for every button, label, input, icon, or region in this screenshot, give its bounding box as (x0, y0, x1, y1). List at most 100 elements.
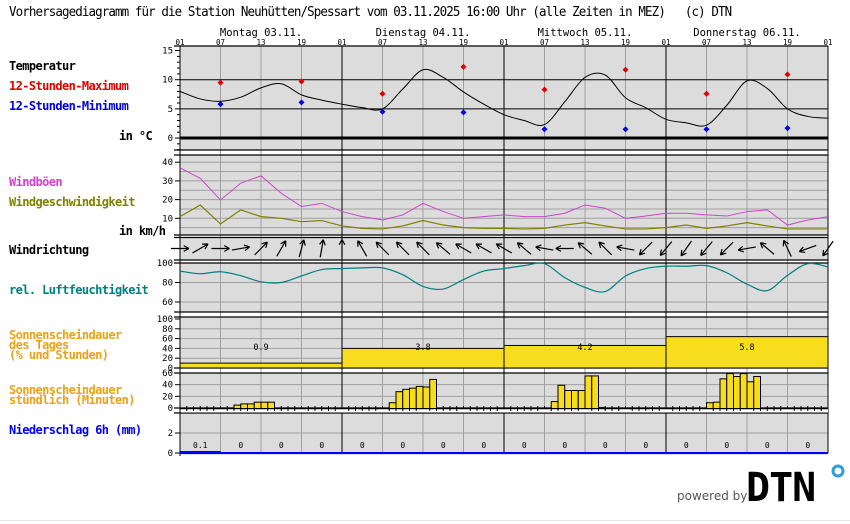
wind-direction-arrow-icon (659, 241, 673, 256)
hour-tick-label: 19 (783, 38, 792, 47)
max-temperature-marker (541, 86, 548, 93)
wind-direction-arrow-icon (822, 240, 834, 257)
sun-hourly-bar (253, 401, 262, 410)
precip-value-label: 0 (684, 441, 689, 450)
min-temperature-marker (460, 109, 467, 116)
precip-bar (585, 452, 626, 454)
precip-bar (301, 452, 342, 454)
dtn-logo-text: DTN (746, 465, 815, 506)
day-label: Dienstag 04.11. (376, 27, 471, 39)
sun-hourly-bar (388, 402, 397, 409)
label-wind-direction: Windrichtung (9, 243, 89, 257)
label-humidity: rel. Luftfeuchtigkeit (9, 283, 149, 297)
temperature-axis-tick-label: 15 (162, 47, 173, 57)
sun-hourly-bar (240, 403, 248, 410)
min-temperature-marker (784, 125, 791, 132)
wind-direction-arrow-icon (338, 239, 346, 258)
sun-hourly-bar (577, 390, 586, 410)
precip-value-label: 0 (400, 441, 405, 450)
precip-value-label: 0 (562, 441, 567, 450)
label-max: 12-Stunden-Maximum (9, 79, 129, 93)
wind-direction-arrow-icon (435, 242, 451, 255)
wind-direction-arrow-icon (495, 243, 513, 254)
sun-hourly-bar (753, 376, 761, 410)
precip-bar (423, 452, 464, 454)
hour-tick-label: 19 (621, 38, 630, 47)
wind-direction-arrow-icon (375, 241, 390, 256)
wind-direction-arrow-icon (798, 244, 817, 254)
precip-bar (747, 452, 788, 454)
hour-tick-label: 19 (297, 38, 306, 47)
wind-direction-arrow-icon (598, 241, 613, 256)
sun-hourly-axis-tick-label: 40 (162, 381, 173, 391)
hour-tick-label: 13 (256, 38, 265, 47)
wind-direction-arrow-icon (357, 240, 368, 257)
wind-direction-arrow-icon (555, 245, 574, 252)
label-sun-daily: Sonnenscheindauer des Tages (% und Stund… (9, 328, 122, 362)
max-temperature-marker (298, 78, 305, 85)
hour-tick-label: 07 (216, 38, 225, 47)
hour-tick-label: 01 (661, 38, 670, 47)
sun-hourly-bar (726, 373, 734, 409)
temperature-axis-tick-label: 5 (168, 105, 173, 115)
humidity-line (179, 262, 829, 293)
precip-bar (382, 452, 423, 454)
humidity-axis-tick-label: 60 (162, 298, 173, 308)
max-temperature-marker (379, 90, 386, 97)
sun-hourly-bar (550, 401, 559, 410)
sun-hourly-bar (598, 406, 606, 409)
sun-daily-axis-tick-label: 0 (168, 364, 173, 374)
hour-tick-label: 01 (823, 38, 832, 47)
sun-hourly-bar (415, 385, 424, 409)
temperature-axis-tick-label: 0 (168, 134, 173, 144)
wind-direction-arrow-icon (737, 245, 756, 253)
hour-tick-label: 13 (418, 38, 427, 47)
label-sun-hourly: Sonnenscheindauer stündlich (Minuten) (9, 383, 135, 407)
wind-direction-arrow-icon (700, 241, 713, 256)
sun-daily-hours-label: 0.9 (253, 343, 268, 353)
precip-value-label: 0 (603, 441, 608, 450)
wind-axis-tick-label: 10 (162, 214, 173, 224)
sun-hourly-bar (422, 386, 431, 409)
wind-direction-arrow-icon (759, 242, 775, 255)
day-label: Donnerstag 06.11. (693, 27, 800, 39)
precip-value-label: 0 (522, 441, 527, 450)
wind-direction-arrow-icon (577, 242, 593, 255)
min-temperature-marker (298, 99, 305, 106)
sun-daily-axis-tick-label: 100 (157, 315, 173, 325)
hour-tick-label: 01 (499, 38, 508, 47)
sun-hourly-bar (746, 381, 755, 410)
precip-value-label: 0.1 (193, 441, 208, 450)
precip-axis-tick-label: 0 (168, 449, 173, 459)
day-label: Montag 03.11. (220, 27, 302, 39)
precip-bar (261, 452, 302, 454)
temperature-line (179, 68, 829, 127)
sun-hourly-bar (557, 384, 566, 409)
humidity-axis-tick-label: 80 (162, 279, 173, 289)
humidity-axis-tick-label: 100 (157, 259, 173, 269)
wind-direction-arrow-icon (192, 243, 209, 254)
wind-speed-line (179, 204, 828, 230)
precip-value-label: 0 (481, 441, 486, 450)
label-gusts: Windböen (9, 175, 63, 189)
precip-value-label: 0 (441, 441, 446, 450)
precip-axis-tick-label: 2 (168, 429, 173, 439)
precip-bar (342, 452, 383, 454)
wind-direction-arrow-icon (719, 241, 734, 256)
wind-direction-arrow-icon (254, 241, 268, 256)
sun-hourly-bar (584, 375, 593, 409)
precip-value-label: 0 (765, 441, 770, 450)
label-temperature: Temperatur (9, 59, 76, 73)
hour-tick-label: 07 (702, 38, 711, 47)
precip-bar (787, 452, 828, 454)
precip-bar (220, 452, 261, 454)
wind-axis-tick-label: 40 (162, 158, 173, 168)
min-temperature-marker (379, 108, 386, 115)
hour-tick-label: 07 (540, 38, 549, 47)
wind-direction-arrow-icon (319, 239, 326, 258)
temperature-axis-tick-label: 10 (162, 76, 173, 86)
hour-tick-label: 13 (742, 38, 751, 47)
sun-hourly-bar (739, 373, 748, 409)
precip-bar (463, 452, 504, 454)
label-precip: Niederschlag 6h (mm) (9, 423, 142, 437)
